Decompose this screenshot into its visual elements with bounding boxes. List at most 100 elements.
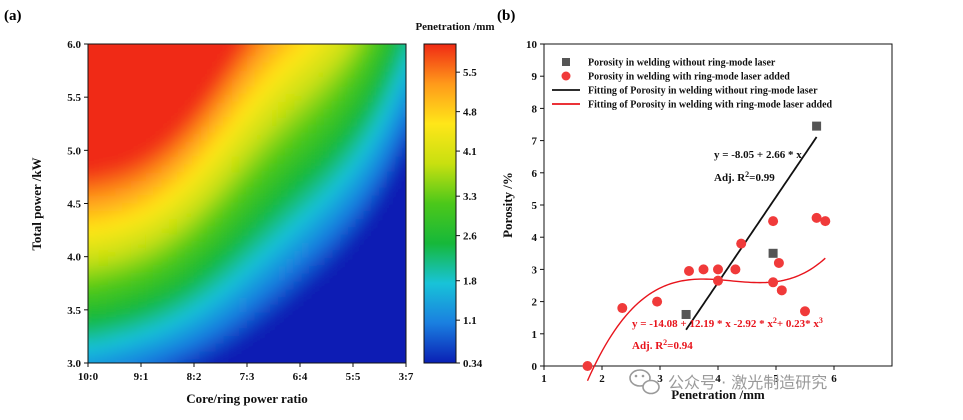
heatmap-cell: [215, 172, 225, 181]
legend-label: Fitting of Porosity in welding without r…: [588, 86, 818, 97]
scatter-point-circle: [811, 212, 822, 223]
heatmap-cell: [355, 109, 365, 119]
heatmap-cell: [340, 258, 349, 267]
heatmap-cell: [285, 195, 295, 205]
heatmap-cell: [316, 304, 326, 314]
heatmap-cell: [402, 203, 406, 212]
heatmap-cell: [114, 156, 124, 166]
heatmap-cell: [316, 265, 326, 275]
heatmap-cell: [270, 258, 279, 267]
heatmap-cell: [192, 328, 201, 337]
heatmap-cell: [386, 359, 396, 363]
heatmap-cell: [130, 148, 139, 158]
heatmap-cell: [262, 328, 271, 337]
heatmap-cell: [301, 219, 310, 228]
heatmap-cell: [394, 187, 404, 197]
heatmap-cell: [371, 164, 380, 173]
heatmap-cell: [278, 32, 286, 40]
heatmap-cell: [215, 156, 225, 166]
heatmap-cell: [285, 47, 295, 56]
heatmap-cell: [208, 289, 217, 298]
heatmap-cell: [208, 148, 217, 158]
heatmap-cell: [363, 164, 372, 173]
heatmap-cell: [247, 234, 256, 244]
heatmap-cell: [363, 273, 372, 283]
heatmap-cell: [88, 117, 93, 127]
heatmap-cell: [88, 86, 93, 95]
heatmap-cell: [91, 234, 100, 244]
heatmap-cell: [394, 70, 404, 80]
heatmap-cell: [177, 195, 186, 205]
heatmap-cell: [99, 336, 108, 345]
heatmap-cell: [130, 258, 139, 267]
heatmap-cell: [301, 265, 310, 275]
heatmap-cell: [91, 265, 100, 275]
heatmap-cell: [99, 94, 108, 103]
heatmap-cell: [138, 63, 147, 72]
heatmap-cell: [114, 351, 124, 361]
heatmap-cell: [340, 250, 349, 259]
heatmap-cell: [184, 219, 194, 228]
heatmap-cell: [285, 242, 295, 251]
heatmap-cell: [88, 211, 93, 220]
heatmap-cell: [394, 242, 404, 251]
heatmap-cell: [324, 195, 334, 205]
heatmap-cell: [247, 242, 256, 251]
heatmap-cell: [161, 203, 170, 212]
heatmap-cell: [363, 133, 372, 142]
panel-a-label: (a): [4, 8, 22, 24]
heatmap-cell: [161, 44, 170, 49]
heatmap-cell: [278, 47, 287, 56]
heatmap-cell: [285, 164, 295, 173]
heatmap-cell: [122, 351, 132, 361]
heatmap-cell: [88, 265, 93, 275]
heatmap-cell: [262, 343, 271, 353]
y-tick-label: 4.5: [67, 199, 81, 211]
heatmap-cell: [192, 148, 201, 158]
heatmap-cell: [153, 187, 163, 197]
heatmap-cell: [91, 351, 100, 361]
heatmap-cell: [169, 44, 178, 49]
heatmap-cell: [177, 242, 186, 251]
heatmap-cell: [410, 352, 418, 360]
heatmap-cell: [184, 47, 194, 56]
heatmap-cell: [177, 78, 186, 88]
heatmap-cell: [262, 164, 271, 173]
heatmap-cell: [332, 328, 341, 337]
heatmap-cell: [215, 109, 225, 119]
y-tick-label: 9: [532, 71, 538, 83]
heatmap-cell: [286, 32, 294, 40]
heatmap-cell: [216, 32, 224, 40]
heatmap-cell: [192, 180, 201, 189]
heatmap-cell: [324, 55, 334, 64]
heatmap-cell: [410, 133, 418, 141]
heatmap-cell: [379, 320, 388, 329]
heatmap-cell: [316, 55, 326, 64]
heatmap-cell: [107, 102, 116, 111]
heatmap-cell: [99, 125, 108, 134]
heatmap-cell: [410, 320, 418, 328]
heatmap-cell: [355, 47, 365, 56]
heatmap-cell: [316, 133, 326, 142]
heatmap-cell: [223, 320, 233, 329]
heatmap-cell: [394, 164, 404, 173]
heatmap-cell: [316, 141, 326, 150]
x-tick-label: 3:7: [399, 371, 414, 383]
heatmap-cell: [364, 367, 372, 375]
heatmap-cell: [192, 55, 201, 64]
heatmap-cell: [145, 148, 155, 158]
heatmap-cell: [301, 102, 310, 111]
heatmap-cell: [145, 133, 155, 142]
heatmap-cell: [340, 102, 349, 111]
heatmap-cell: [192, 312, 201, 322]
heatmap-cell: [192, 44, 201, 49]
x-tick-label: 10:0: [78, 371, 99, 383]
heatmap-cell: [285, 63, 295, 72]
heatmap-cell: [208, 117, 217, 127]
heatmap-cell: [153, 226, 163, 236]
heatmap-cell: [379, 55, 388, 64]
heatmap-cell: [177, 94, 186, 103]
heatmap-cell: [293, 187, 303, 197]
heatmap-cell: [145, 94, 155, 103]
scatter-x-axis-label: Penetration /mm: [671, 387, 765, 402]
